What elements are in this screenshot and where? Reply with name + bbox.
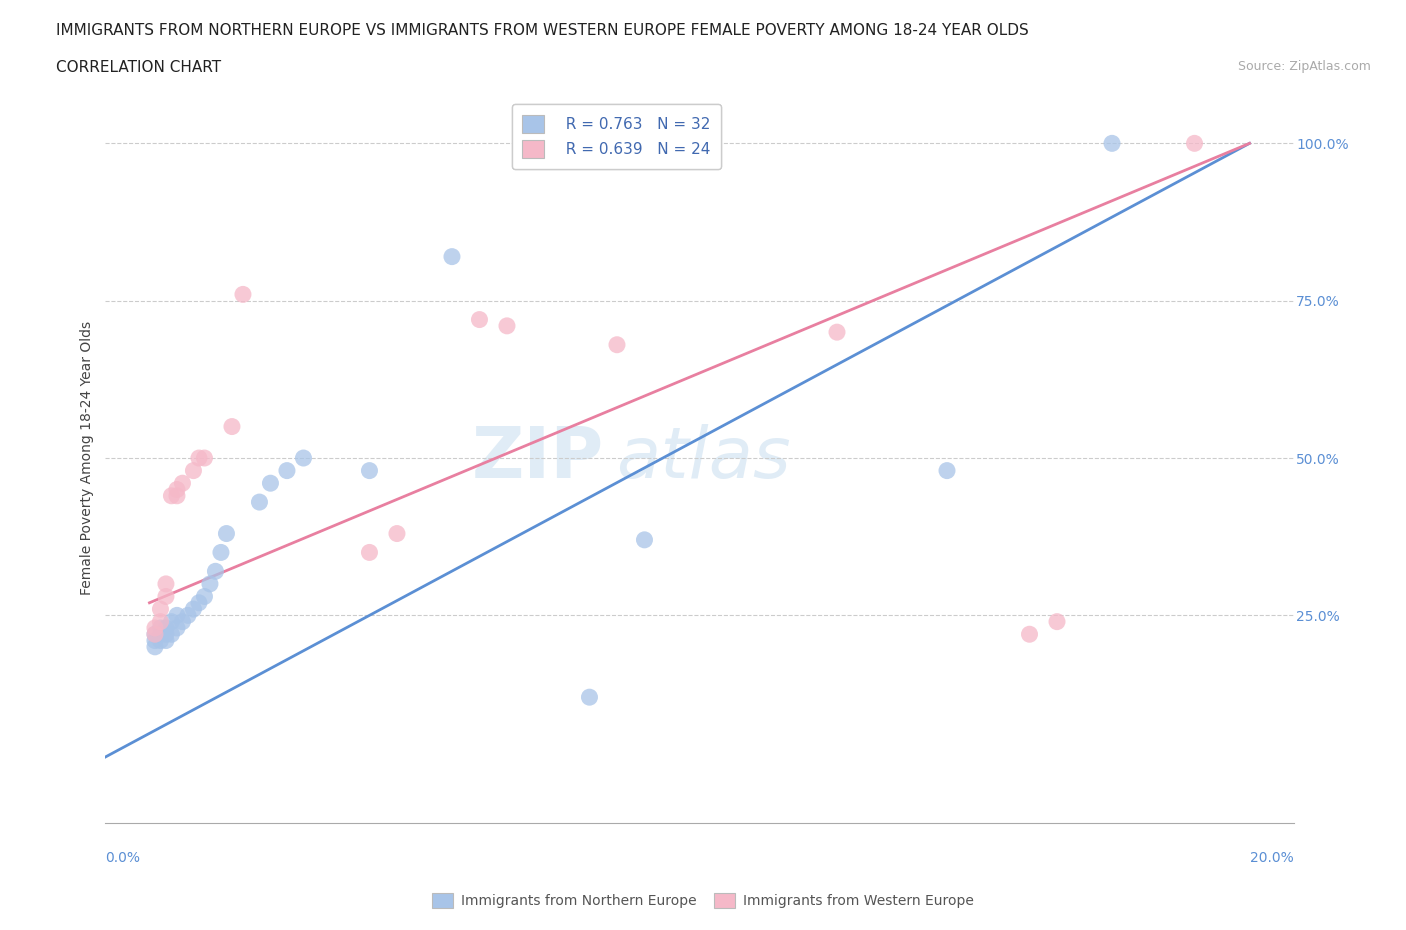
Point <box>1018 627 1040 642</box>
Point <box>193 451 215 466</box>
Point <box>385 526 408 541</box>
Point <box>166 488 188 503</box>
Point <box>259 476 281 491</box>
Point <box>172 614 194 629</box>
Point <box>160 488 183 503</box>
Point <box>221 419 243 434</box>
Point <box>143 627 166 642</box>
Point <box>160 614 183 629</box>
Point <box>166 620 188 635</box>
Point <box>172 476 194 491</box>
Point <box>440 249 463 264</box>
Point <box>155 620 177 635</box>
Point <box>183 602 205 617</box>
Point <box>155 577 177 591</box>
Point <box>496 318 519 333</box>
Point <box>215 526 238 541</box>
Text: ZIP: ZIP <box>472 423 605 493</box>
Point <box>578 690 600 705</box>
Point <box>143 640 166 655</box>
Point <box>292 451 315 466</box>
Point <box>166 608 188 623</box>
Legend: Immigrants from Northern Europe, Immigrants from Western Europe: Immigrants from Northern Europe, Immigra… <box>426 888 980 914</box>
Point <box>1101 136 1123 151</box>
Point <box>276 463 298 478</box>
Point <box>149 627 172 642</box>
Point <box>1184 136 1206 151</box>
Point <box>936 463 959 478</box>
Point <box>188 595 211 610</box>
Point <box>825 325 848 339</box>
Point <box>198 577 221 591</box>
Point <box>149 633 172 648</box>
Point <box>166 482 188 497</box>
Point <box>155 633 177 648</box>
Point <box>193 589 215 604</box>
Point <box>188 451 211 466</box>
Point <box>183 463 205 478</box>
Point <box>204 564 226 578</box>
Point <box>143 633 166 648</box>
Point <box>232 287 254 302</box>
Point <box>149 614 172 629</box>
Text: IMMIGRANTS FROM NORTHERN EUROPE VS IMMIGRANTS FROM WESTERN EUROPE FEMALE POVERTY: IMMIGRANTS FROM NORTHERN EUROPE VS IMMIG… <box>56 23 1029 38</box>
Point <box>468 312 491 327</box>
Point <box>606 338 628 352</box>
Point <box>143 627 166 642</box>
Point <box>209 545 232 560</box>
Legend:   R = 0.763   N = 32,   R = 0.639   N = 24: R = 0.763 N = 32, R = 0.639 N = 24 <box>512 104 721 168</box>
Point <box>149 602 172 617</box>
Point <box>359 545 381 560</box>
Text: atlas: atlas <box>616 423 792 493</box>
Point <box>177 608 200 623</box>
Point <box>1046 614 1069 629</box>
Point <box>149 620 172 635</box>
Y-axis label: Female Poverty Among 18-24 Year Olds: Female Poverty Among 18-24 Year Olds <box>80 321 94 595</box>
Text: 20.0%: 20.0% <box>1250 851 1294 865</box>
Text: 0.0%: 0.0% <box>105 851 141 865</box>
Text: CORRELATION CHART: CORRELATION CHART <box>56 60 221 75</box>
Text: Source: ZipAtlas.com: Source: ZipAtlas.com <box>1237 60 1371 73</box>
Point <box>155 627 177 642</box>
Point <box>155 589 177 604</box>
Point <box>249 495 271 510</box>
Point <box>359 463 381 478</box>
Point <box>633 532 655 547</box>
Point <box>160 627 183 642</box>
Point <box>143 620 166 635</box>
